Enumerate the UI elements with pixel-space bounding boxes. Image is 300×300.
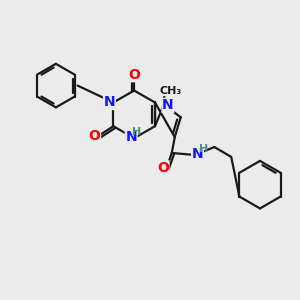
Text: N: N — [125, 130, 137, 144]
Text: O: O — [157, 161, 169, 175]
Text: H: H — [131, 127, 141, 137]
Text: N: N — [192, 147, 203, 161]
Text: N: N — [103, 95, 115, 110]
Text: CH₃: CH₃ — [160, 85, 182, 96]
Text: O: O — [88, 129, 101, 143]
Text: H: H — [199, 144, 208, 154]
Text: N: N — [162, 98, 174, 112]
Text: O: O — [128, 68, 140, 82]
